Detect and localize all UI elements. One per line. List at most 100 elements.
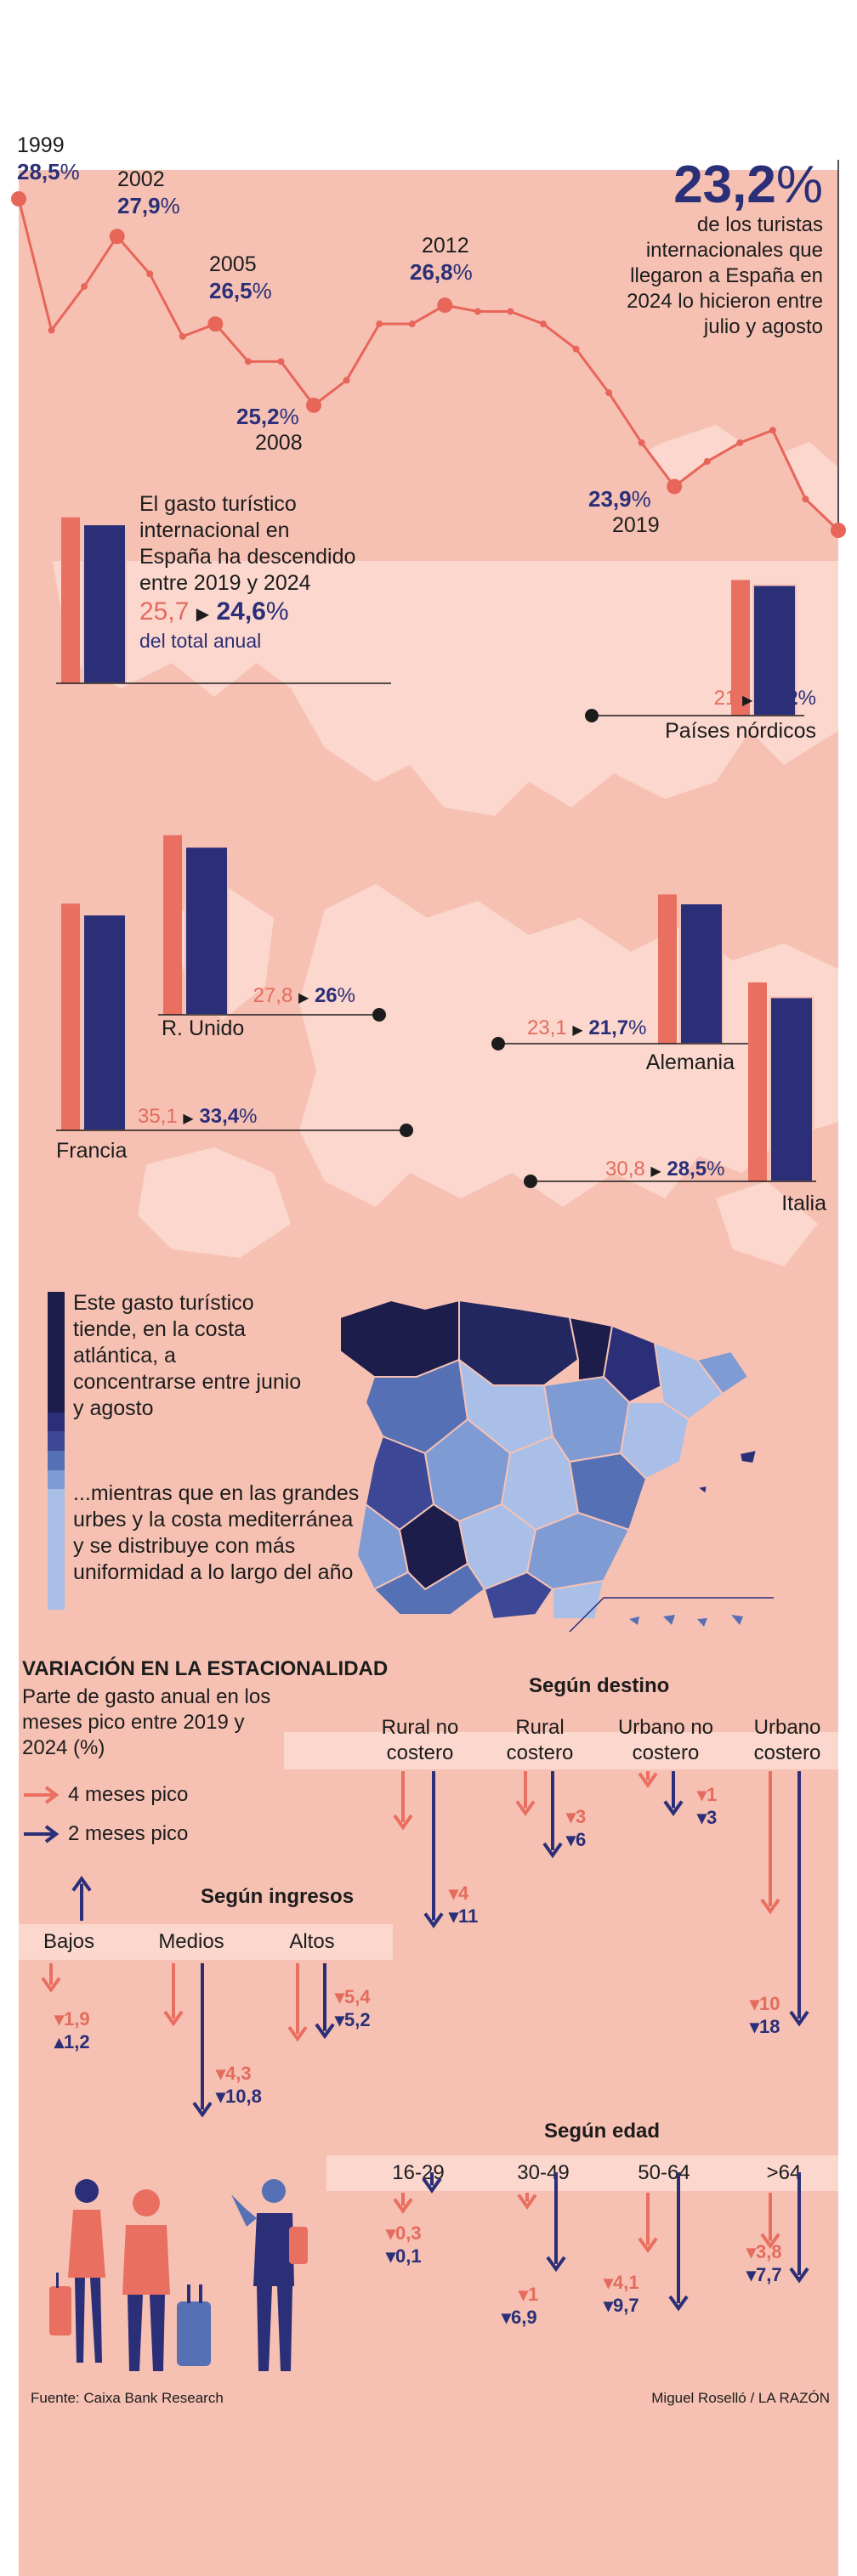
down-icon: ▾ [750,2016,760,2037]
down-icon: ▾ [604,2272,614,2293]
destino-title: Según destino [529,1674,670,1697]
label-value: 26,5% [209,278,272,303]
legend-two: 2 meses pico [22,1822,188,1846]
play-icon: ▶ [183,1112,194,1126]
timeline-point-2018 [638,439,645,446]
destino-val-0: ▾4 ▾11 [449,1882,479,1927]
ingresos-arrow4-1-head [163,2010,184,2027]
ingresos-arrow2-2-head [315,2023,335,2040]
destino-arrow4-3-head [760,1898,780,1915]
legend-four: 4 meses pico [22,1783,188,1807]
timeline-point-2016 [572,345,580,353]
edad-arrow4-3-head [760,2233,780,2250]
spending-footer: del total anual [139,630,262,652]
timeline-point-2007 [277,358,285,365]
country-values: 23,1 ▶ 21,7% [527,1016,647,1039]
label-value: 28,5% [17,159,80,184]
destino-val-3: ▾10 ▾18 [750,1993,780,2037]
destino-arrow4-0-head [393,1814,413,1831]
country-nordicos: 21 ▶ 20,2% Países nórdicos [561,687,816,744]
down-icon: ▾ [697,1807,707,1828]
label-2008: 25,2% 2008 [236,404,303,456]
bar-2024-0 [82,524,127,684]
legend-four-label: 4 meses pico [68,1783,189,1806]
play-icon: ▶ [196,605,210,624]
timeline-point-2000 [48,326,55,334]
ingresos-val-0: ▾1,9 ▴1,2 [54,2008,90,2052]
ingresos-val-2: ▾5,4 ▾5,2 [335,1986,371,2030]
destino-arrow4-2-head [638,1772,658,1788]
bar-leader-dot-3 [491,1037,505,1050]
destino-arrow4-1-head [515,1800,536,1816]
down-icon: ▾ [604,2295,614,2316]
destino-cat-3: Urbano costero [753,1716,821,1764]
down-icon: ▾ [386,2245,396,2267]
timeline-chart [11,160,846,561]
edad-cat-2: 50-64 [638,2161,690,2184]
timeline-point-1999 [11,191,26,207]
map-legend-bottom: ...mientras que en las grandes urbes y l… [73,1481,360,1584]
ingresos-axis [19,1924,393,1960]
bar-2024-5 [769,996,814,1183]
timeline-point-2014 [507,308,514,315]
timeline-point-2017 [605,389,613,397]
timeline-point-2001 [81,283,88,291]
label-value: 27,9% [117,193,180,218]
ingresos-val-1: ▾4,3 ▾10,8 [216,2063,262,2107]
timeline-point-2015 [539,320,547,328]
travelers-illustration [49,2179,308,2371]
country-bars [56,517,816,1188]
label-year: 2008 [255,431,303,455]
destino-cat-2: Urbano no costero [617,1716,714,1764]
country-alemania: 23,1 ▶ 21,7% Alemania [510,1016,735,1075]
country-name: Alemania [645,1050,735,1074]
down-icon: ▾ [449,1905,459,1927]
label-2005: 2005 26,5% [209,252,272,304]
down-icon: ▾ [335,1986,345,2007]
edad-title: Según edad [544,2120,661,2143]
label-2002: 2002 27,9% [117,167,180,219]
bar-2019-5 [748,982,767,1181]
play-icon: ▶ [298,991,309,1005]
edad-arrow2-0-head [422,2177,442,2194]
label-2012: 2012 26,8% [410,233,473,286]
down-icon: ▾ [54,2008,65,2030]
edad-arrow2-3-head [789,2267,809,2284]
timeline-point-2011 [408,320,416,328]
up-icon: ▴ [54,2031,65,2052]
country-francia: 35,1 ▶ 33,4% Francia [56,1105,396,1163]
timeline-point-2006 [244,358,252,365]
down-icon: ▾ [566,1806,576,1827]
spending-intro: El gasto turístico internacional en Espa… [139,491,360,653]
down-icon: ▾ [750,1993,760,2014]
edad-cat-3: >64 [766,2161,802,2184]
edad-arrow4-0-head [393,2198,413,2214]
timeline-line [17,198,840,532]
ingresos-cat-2: Altos [289,1930,335,1953]
label-year: 2012 [422,234,469,258]
country-values: 30,8 ▶ 28,5% [605,1158,725,1180]
timeline-point-2004 [179,332,186,340]
bar-leader-dot-1 [585,709,599,722]
destino-arrow2-0-head [423,1912,444,1928]
edad-axis [326,2155,838,2191]
country-values: 35,1 ▶ 33,4% [138,1105,258,1128]
timeline-point-2013 [474,308,481,315]
bar-2019-3 [658,894,677,1044]
label-year: 2005 [209,252,257,276]
timeline-point-2020 [703,458,711,466]
edad-arrow2-2-head [668,2295,689,2312]
label-value: 23,9% [588,486,651,512]
timeline-point-2003 [146,270,154,278]
label-value: 25,2% [236,404,299,429]
down-icon: ▾ [697,1784,707,1805]
edad-cat-0: 16-29 [392,2161,445,2184]
destino-arrow2-1-head [542,1842,563,1859]
variation-title: VARIACIÓN EN LA ESTACIONALIDAD [22,1657,389,1680]
destino-arrow2-3-head [789,2010,809,2027]
edad-arrow2-1-head [546,2256,566,2273]
destino-axis [284,1732,838,1769]
variation-subtitle: Parte de gasto anual en los meses pico e… [22,1685,271,1759]
ingresos-arrow2-1-head [192,2102,213,2118]
